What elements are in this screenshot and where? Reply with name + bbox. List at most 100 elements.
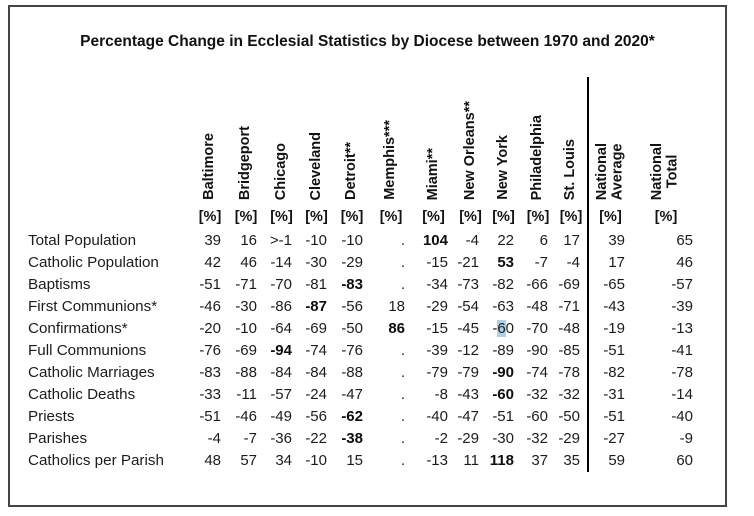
table-cell: -79 [457, 364, 479, 381]
column-header-label: Cleveland [307, 131, 324, 201]
table-cell: -88 [341, 364, 363, 381]
row-label: Catholics per Parish [28, 452, 164, 469]
table-cell: -13 [426, 452, 448, 469]
table-cell: -47 [341, 386, 363, 403]
table-cell: -10 [305, 452, 327, 469]
table-cell: . [400, 364, 405, 381]
column-header: Cleveland [299, 77, 334, 206]
table-cell: -4 [465, 232, 479, 249]
unit-label: [%] [587, 206, 632, 230]
table-cell: -94 [270, 342, 292, 359]
table-cell: 53 [497, 254, 514, 271]
table-cell: 18 [388, 298, 405, 315]
table-cell: -50 [341, 320, 363, 337]
table-cell: -66 [526, 276, 548, 293]
unit-label: [%] [305, 209, 328, 225]
row-label: Full Communions [28, 342, 147, 359]
table-row: Total Population 39 16 >-1 -10 -10. 104 -4 22 6 17… [20, 230, 700, 252]
table-cell: -73 [457, 276, 479, 293]
table-cell: 118 [489, 452, 514, 469]
table-cell: -49 [270, 408, 292, 425]
unit-label: [%] [340, 209, 364, 225]
column-header: New Orleans** [455, 77, 486, 206]
table-cell: -90 [492, 364, 514, 381]
unit-label: [%] [559, 209, 583, 225]
table-cell: -43 [587, 296, 632, 318]
table-row: Catholics per Parish 48 57 34 -10 15. -13 11 118… [20, 450, 700, 472]
table-cell: -12 [457, 342, 479, 359]
table-cell: -74 [526, 364, 548, 381]
corner-cell [20, 77, 192, 206]
table-cell: 17 [587, 252, 632, 274]
column-header: National Average [587, 77, 632, 206]
table-cell: -89 [492, 342, 514, 359]
table-row: Catholic Population 42 46 -14 -30 -29. -15 -21 5… [20, 252, 700, 274]
table-cell: 6 [539, 232, 548, 249]
unit-label: [%] [422, 209, 445, 225]
table-cell: . [400, 342, 405, 359]
column-header-label: Baltimore [201, 133, 218, 200]
table-cell: -69 [305, 320, 327, 337]
table-cell: -46 [235, 408, 257, 425]
table-cell: 16 [240, 232, 257, 249]
table-cell: -84 [305, 364, 327, 381]
row-label: Catholic Deaths [28, 386, 136, 403]
table-cell: -15 [426, 254, 448, 271]
table-cell: -29 [457, 430, 479, 447]
table-cell: . [400, 232, 405, 249]
table-cell: -24 [305, 386, 327, 403]
column-header-label: Memphis*** [382, 120, 399, 200]
table-cell: -36 [270, 430, 292, 447]
column-header-label: New Orleans** [461, 100, 478, 200]
table-body: Total Population 39 16 >-1 -10 -10. 104 -4 22 6 17… [20, 230, 700, 472]
table-cell: 86 [388, 320, 405, 337]
table-cell: -60 [492, 320, 514, 337]
column-header-label: National Total [649, 142, 681, 200]
table-cell: -86 [270, 298, 292, 315]
table-cell: -4 [566, 254, 580, 271]
table-cell: -82 [587, 362, 632, 384]
table-cell: 65 [676, 232, 693, 249]
unit-label: [%] [379, 209, 403, 225]
table-cell: -56 [305, 408, 327, 425]
row-label: Total Population [28, 232, 137, 249]
table-cell: -46 [199, 298, 221, 315]
table-cell: -14 [671, 386, 693, 403]
table-cell: -32 [558, 386, 580, 403]
table-cell: -33 [199, 386, 221, 403]
unit-label: [%] [270, 209, 293, 225]
table-cell: -27 [587, 428, 632, 450]
column-header-label: Bridgeport [237, 125, 254, 200]
table-cell: -45 [457, 320, 479, 337]
table-cell: -7 [534, 254, 548, 271]
table-cell: >-1 [269, 232, 292, 249]
table-cell: -32 [526, 386, 548, 403]
table-cell: -19 [587, 318, 632, 340]
table-cell: -41 [671, 342, 693, 359]
table-cell: 39 [587, 230, 632, 252]
table-cell: -83 [341, 276, 363, 293]
table-row: Priests -51 -46 -49 -56 -62. -40 -47 -51 -60 -50 -5… [20, 406, 700, 428]
table-cell: -56 [341, 298, 363, 315]
table-cell: -4 [207, 430, 221, 447]
row-label: Catholic Marriages [28, 364, 155, 381]
column-header-label: National Average [593, 142, 626, 200]
table-row: First Communions* -46 -30 -86 -87 -56 18 -29 -54… [20, 296, 700, 318]
table-cell: -47 [457, 408, 479, 425]
column-header-label: Miami** [424, 147, 441, 200]
row-label: Baptisms [28, 276, 91, 293]
table-cell: -82 [492, 276, 514, 293]
row-label: Parishes [28, 430, 88, 447]
table-cell: -84 [270, 364, 292, 381]
table-cell: -78 [671, 364, 693, 381]
table-cell: -69 [235, 342, 257, 359]
table-cell: -43 [457, 386, 479, 403]
table-cell: -76 [341, 342, 363, 359]
table-cell: -74 [305, 342, 327, 359]
row-label: Catholic Population [28, 254, 159, 271]
table-cell: -69 [558, 276, 580, 293]
table-cell: . [400, 452, 405, 469]
table-cell: -51 [199, 408, 221, 425]
table-cell: -81 [305, 276, 327, 293]
table-cell: -40 [671, 408, 693, 425]
